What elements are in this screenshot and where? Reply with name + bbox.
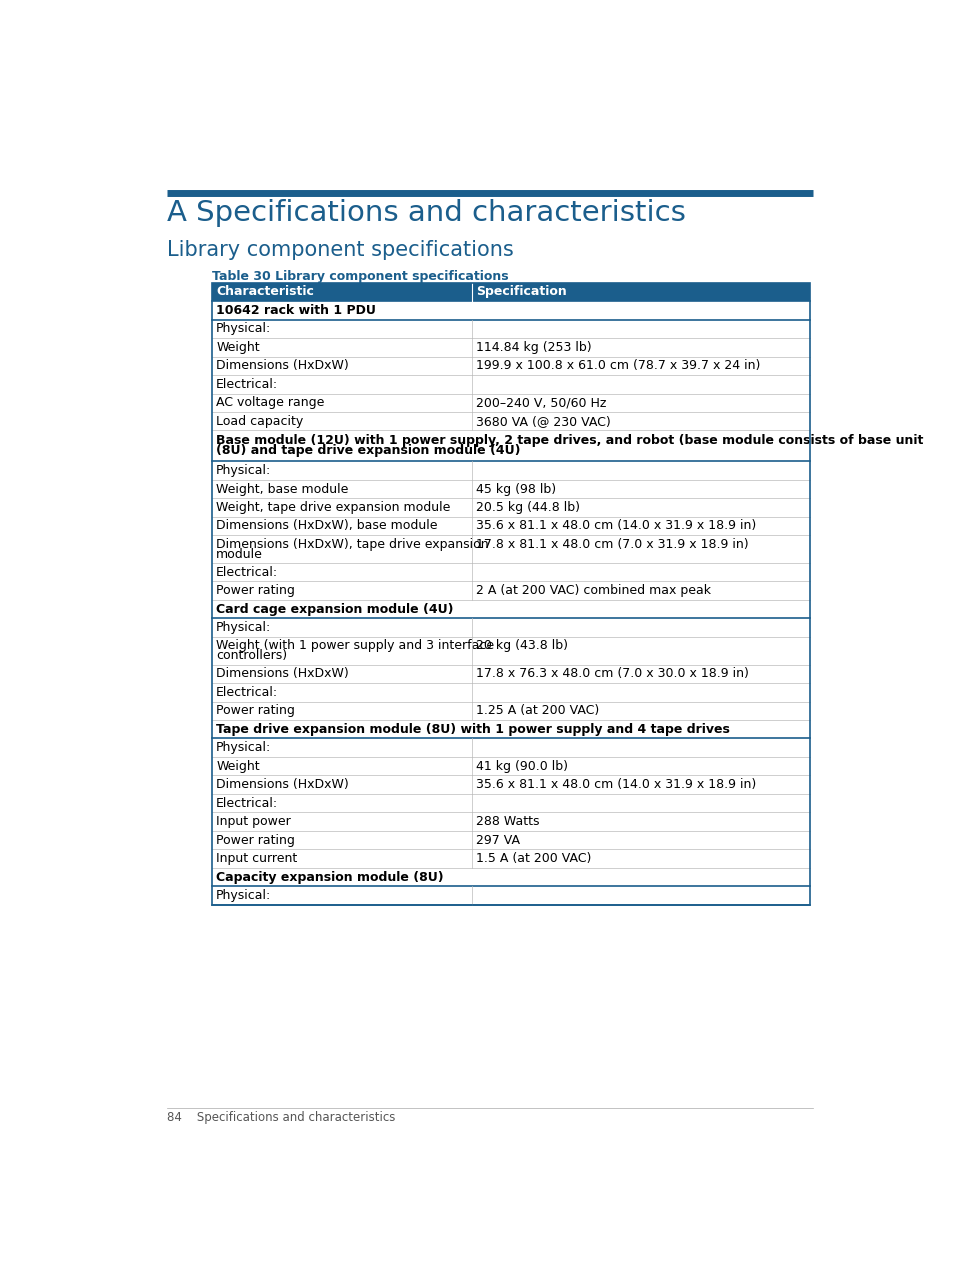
Text: 35.6 x 81.1 x 48.0 cm (14.0 x 31.9 x 18.9 in): 35.6 x 81.1 x 48.0 cm (14.0 x 31.9 x 18.… bbox=[476, 778, 756, 791]
Bar bbox=[212, 357, 809, 375]
Text: 114.84 kg (253 lb): 114.84 kg (253 lb) bbox=[476, 341, 591, 353]
Text: 17.8 x 81.1 x 48.0 cm (7.0 x 31.9 x 18.9 in): 17.8 x 81.1 x 48.0 cm (7.0 x 31.9 x 18.9… bbox=[476, 538, 748, 550]
Bar bbox=[212, 665, 809, 683]
Text: Dimensions (HxDxW), tape drive expansion: Dimensions (HxDxW), tape drive expansion bbox=[216, 538, 488, 550]
Text: 1.25 A (at 200 VAC): 1.25 A (at 200 VAC) bbox=[476, 704, 598, 717]
Text: AC voltage range: AC voltage range bbox=[216, 397, 324, 409]
Bar bbox=[212, 637, 809, 665]
Bar bbox=[212, 412, 809, 431]
Text: 297 VA: 297 VA bbox=[476, 834, 519, 846]
Text: module: module bbox=[216, 548, 263, 561]
Text: 288 Watts: 288 Watts bbox=[476, 815, 539, 829]
Text: Dimensions (HxDxW), base module: Dimensions (HxDxW), base module bbox=[216, 520, 437, 533]
Bar bbox=[212, 738, 809, 758]
Text: 20 kg (43.8 lb): 20 kg (43.8 lb) bbox=[476, 639, 567, 652]
Text: Input power: Input power bbox=[216, 815, 291, 829]
Text: Dimensions (HxDxW): Dimensions (HxDxW) bbox=[216, 667, 349, 680]
Text: Electrical:: Electrical: bbox=[216, 566, 278, 578]
Text: Table 30 Library component specifications: Table 30 Library component specification… bbox=[212, 271, 508, 283]
Bar bbox=[212, 282, 809, 301]
Text: Weight (with 1 power supply and 3 interface: Weight (with 1 power supply and 3 interf… bbox=[216, 639, 494, 652]
Bar bbox=[212, 338, 809, 357]
Text: 41 kg (90.0 lb): 41 kg (90.0 lb) bbox=[476, 760, 567, 773]
Bar bbox=[212, 702, 809, 719]
Text: 3680 VA (@ 230 VAC): 3680 VA (@ 230 VAC) bbox=[476, 414, 610, 428]
Text: Input current: Input current bbox=[216, 852, 297, 866]
Text: 199.9 x 100.8 x 61.0 cm (78.7 x 39.7 x 24 in): 199.9 x 100.8 x 61.0 cm (78.7 x 39.7 x 2… bbox=[476, 360, 760, 372]
Text: Weight, tape drive expansion module: Weight, tape drive expansion module bbox=[216, 501, 450, 513]
Text: 10642 rack with 1 PDU: 10642 rack with 1 PDU bbox=[216, 304, 375, 316]
Bar bbox=[212, 849, 809, 868]
Bar bbox=[212, 719, 809, 738]
Text: Load capacity: Load capacity bbox=[216, 414, 303, 428]
Text: Electrical:: Electrical: bbox=[216, 377, 278, 390]
Text: Library component specifications: Library component specifications bbox=[167, 239, 514, 259]
Bar bbox=[212, 581, 809, 600]
Bar bbox=[212, 794, 809, 812]
Bar bbox=[212, 375, 809, 394]
Text: 20.5 kg (44.8 lb): 20.5 kg (44.8 lb) bbox=[476, 501, 579, 513]
Text: Power rating: Power rating bbox=[216, 834, 294, 846]
Text: controllers): controllers) bbox=[216, 649, 287, 662]
Text: Base module (12U) with 1 power supply, 2 tape drives, and robot (base module con: Base module (12U) with 1 power supply, 2… bbox=[216, 435, 923, 447]
Text: Electrical:: Electrical: bbox=[216, 686, 278, 699]
Text: 2 A (at 200 VAC) combined max peak: 2 A (at 200 VAC) combined max peak bbox=[476, 585, 710, 597]
Text: 17.8 x 76.3 x 48.0 cm (7.0 x 30.0 x 18.9 in): 17.8 x 76.3 x 48.0 cm (7.0 x 30.0 x 18.9… bbox=[476, 667, 748, 680]
Text: 84    Specifications and characteristics: 84 Specifications and characteristics bbox=[167, 1111, 395, 1124]
Text: Physical:: Physical: bbox=[216, 323, 271, 336]
Bar bbox=[212, 868, 809, 886]
Bar bbox=[212, 431, 809, 461]
Text: Physical:: Physical: bbox=[216, 741, 271, 754]
Text: Capacity expansion module (8U): Capacity expansion module (8U) bbox=[216, 871, 443, 883]
Text: (8U) and tape drive expansion module (4U): (8U) and tape drive expansion module (4U… bbox=[216, 445, 520, 458]
Text: Dimensions (HxDxW): Dimensions (HxDxW) bbox=[216, 360, 349, 372]
Bar bbox=[212, 683, 809, 702]
Text: Tape drive expansion module (8U) with 1 power supply and 4 tape drives: Tape drive expansion module (8U) with 1 … bbox=[216, 723, 729, 736]
Bar bbox=[212, 758, 809, 775]
Text: Dimensions (HxDxW): Dimensions (HxDxW) bbox=[216, 778, 349, 791]
Bar bbox=[212, 831, 809, 849]
Text: Card cage expansion module (4U): Card cage expansion module (4U) bbox=[216, 602, 453, 615]
Bar bbox=[212, 394, 809, 412]
Text: Electrical:: Electrical: bbox=[216, 797, 278, 810]
Text: 200–240 V, 50/60 Hz: 200–240 V, 50/60 Hz bbox=[476, 397, 606, 409]
Bar bbox=[212, 619, 809, 637]
Text: Weight, base module: Weight, base module bbox=[216, 483, 348, 496]
Text: A Specifications and characteristics: A Specifications and characteristics bbox=[167, 200, 685, 228]
Bar bbox=[212, 886, 809, 905]
Bar bbox=[212, 498, 809, 517]
Text: 1.5 A (at 200 VAC): 1.5 A (at 200 VAC) bbox=[476, 852, 591, 866]
Bar bbox=[212, 282, 809, 905]
Bar bbox=[212, 812, 809, 831]
Text: Specification: Specification bbox=[476, 286, 566, 299]
Text: 35.6 x 81.1 x 48.0 cm (14.0 x 31.9 x 18.9 in): 35.6 x 81.1 x 48.0 cm (14.0 x 31.9 x 18.… bbox=[476, 520, 756, 533]
Bar bbox=[212, 479, 809, 498]
Text: 45 kg (98 lb): 45 kg (98 lb) bbox=[476, 483, 556, 496]
Text: Power rating: Power rating bbox=[216, 585, 294, 597]
Bar bbox=[212, 517, 809, 535]
Text: Weight: Weight bbox=[216, 341, 259, 353]
Bar bbox=[212, 319, 809, 338]
Text: Power rating: Power rating bbox=[216, 704, 294, 717]
Bar bbox=[212, 301, 809, 319]
Bar bbox=[212, 600, 809, 619]
Text: Weight: Weight bbox=[216, 760, 259, 773]
Text: Physical:: Physical: bbox=[216, 890, 271, 902]
Bar bbox=[212, 775, 809, 794]
Text: Characteristic: Characteristic bbox=[216, 286, 314, 299]
Bar bbox=[212, 563, 809, 581]
Bar bbox=[212, 461, 809, 479]
Text: Physical:: Physical: bbox=[216, 622, 271, 634]
Bar bbox=[212, 535, 809, 563]
Text: Physical:: Physical: bbox=[216, 464, 271, 477]
